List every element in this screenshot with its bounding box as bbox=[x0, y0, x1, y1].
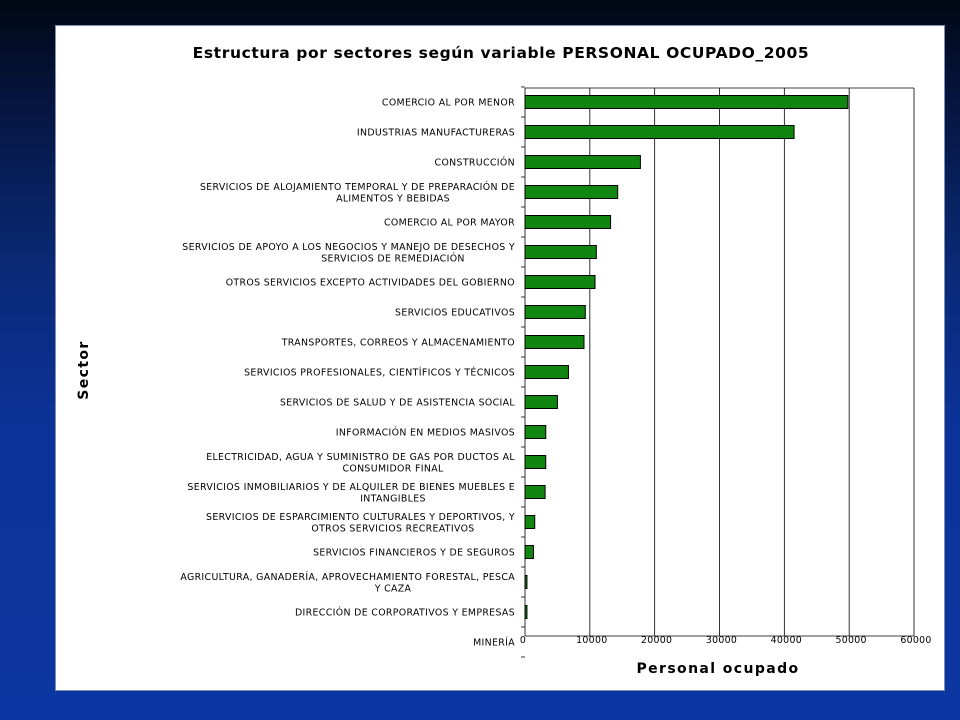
category-label: DIRECCIÓN DE CORPORATIVOS Y EMPRESAS bbox=[295, 607, 515, 619]
x-tick-label: 40000 bbox=[771, 635, 802, 646]
bar-9 bbox=[524, 335, 585, 349]
category-label: SERVICIOS DE ESPARCIMIENTO CULTURALES Y … bbox=[206, 512, 515, 535]
bar-10 bbox=[524, 365, 569, 379]
x-tick-label: 10000 bbox=[576, 635, 607, 646]
category-label: CONSTRUCCIÓN bbox=[435, 157, 515, 169]
bar-16 bbox=[524, 545, 534, 559]
bar-3 bbox=[524, 155, 641, 169]
bar-14 bbox=[524, 485, 546, 499]
category-label: INDUSTRIAS MANUFACTURERAS bbox=[357, 128, 515, 139]
x-tick-label: 0 bbox=[520, 635, 526, 646]
bar-7 bbox=[524, 275, 596, 289]
category-label: SERVICIOS INMOBILIARIOS Y DE ALQUILER DE… bbox=[187, 482, 515, 505]
category-label: OTROS SERVICIOS EXCEPTO ACTIVIDADES DEL … bbox=[226, 278, 515, 289]
category-label: COMERCIO AL POR MENOR bbox=[382, 98, 515, 109]
bar-15 bbox=[524, 515, 536, 529]
x-tick-label: 60000 bbox=[900, 635, 931, 646]
x-tick-label: 30000 bbox=[706, 635, 737, 646]
x-tick-label: 20000 bbox=[641, 635, 672, 646]
category-label: SERVICIOS EDUCATIVOS bbox=[395, 308, 515, 319]
category-label: AGRICULTURA, GANADERÍA, APROVECHAMIENTO … bbox=[180, 571, 515, 595]
bar-chart: Estructura por sectores según variable P… bbox=[76, 44, 931, 677]
bar-11 bbox=[524, 395, 558, 409]
bar-13 bbox=[524, 455, 547, 469]
x-axis-title: Personal ocupado bbox=[636, 661, 799, 677]
bar-1 bbox=[524, 95, 849, 109]
chart-title: Estructura por sectores según variable P… bbox=[193, 44, 810, 62]
category-label: SERVICIOS FINANCIEROS Y DE SEGUROS bbox=[313, 548, 515, 559]
bar-12 bbox=[524, 425, 547, 439]
bar-4 bbox=[524, 185, 619, 199]
category-label: SERVICIOS DE APOYO A LOS NEGOCIOS Y MANE… bbox=[182, 242, 515, 265]
bar-8 bbox=[524, 305, 586, 319]
category-label: SERVICIOS DE SALUD Y DE ASISTENCIA SOCIA… bbox=[280, 398, 515, 409]
category-label: SERVICIOS PROFESIONALES, CIENTÍFICOS Y T… bbox=[244, 367, 515, 379]
category-label: TRANSPORTES, CORREOS Y ALMACENAMIENTO bbox=[281, 338, 515, 349]
category-label: INFORMACIÓN EN MEDIOS MASIVOS bbox=[336, 427, 515, 439]
x-tick-label: 50000 bbox=[836, 635, 867, 646]
bar-18 bbox=[524, 605, 528, 619]
category-label: SERVICIOS DE ALOJAMIENTO TEMPORAL Y DE P… bbox=[200, 181, 515, 205]
y-axis-title: Sector bbox=[76, 340, 92, 400]
bar-17 bbox=[524, 575, 528, 589]
category-label: COMERCIO AL POR MAYOR bbox=[384, 218, 515, 229]
bar-6 bbox=[524, 245, 597, 259]
bar-5 bbox=[524, 215, 612, 229]
category-label: ELECTRICIDAD, AGUA Y SUMINISTRO DE GAS P… bbox=[206, 452, 515, 475]
bar-2 bbox=[524, 125, 795, 139]
chart-panel: Estructura por sectores según variable P… bbox=[55, 25, 945, 691]
category-label: MINERÍA bbox=[473, 637, 515, 649]
